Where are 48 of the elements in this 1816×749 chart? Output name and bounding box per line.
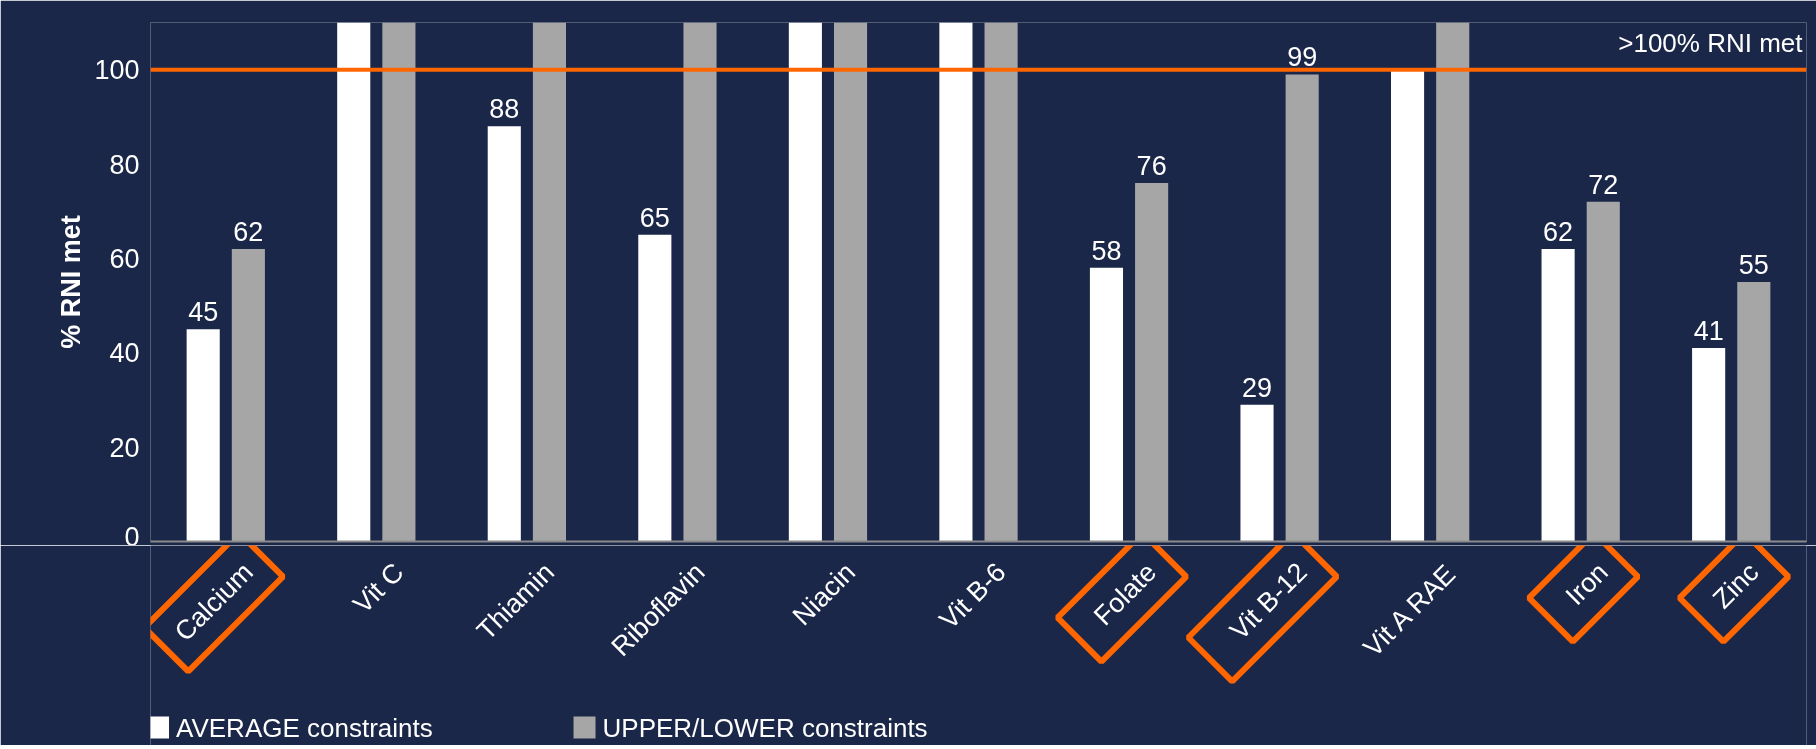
data-label: 65 [639,202,670,233]
data-label: 55 [1738,250,1769,280]
bar [1240,404,1274,542]
ref-line-label: >100% RNI met [1618,27,1804,58]
data-label: 72 [1588,169,1619,200]
bar [1390,69,1425,542]
bar [833,22,868,542]
y-tick-label: 60 [109,243,140,274]
y-tick-label: 80 [109,149,140,180]
x-tick-label: Vit B-6 [933,556,1012,636]
data-label: 99 [1287,42,1318,73]
bar [382,22,416,542]
bar [1586,201,1620,542]
y-axis-title: % RNI met [56,215,87,349]
bar [487,126,521,542]
x-tick-label: Vit C [347,556,410,620]
bar [337,22,371,542]
bar [984,22,1018,542]
bar [638,234,672,542]
bar [1089,267,1124,542]
bar [1692,348,1726,542]
data-label: 62 [233,216,264,247]
bar [939,22,973,542]
y-tick-label: 0 [124,521,140,552]
y-tick-label: 100 [94,55,140,86]
data-label: 41 [1693,316,1724,347]
data-label: 62 [1543,216,1574,247]
bar [1737,282,1771,542]
bar [788,22,822,542]
bar [1436,22,1470,542]
data-label: 45 [188,297,219,328]
data-label: 58 [1091,235,1122,266]
bar [231,248,265,542]
bar [1135,182,1169,542]
bar [683,22,717,542]
bar [532,22,567,542]
legend-label: UPPER/LOWER constraints [602,712,928,743]
data-label: 29 [1241,372,1273,403]
bar [186,329,220,542]
data-label: 88 [489,94,520,125]
bar [1285,74,1319,542]
y-tick-label: 20 [109,432,140,463]
bar [1541,248,1575,542]
x-tick-label: Iron [1559,556,1614,611]
x-tick-label: Zinc [1707,556,1765,615]
legend-label: AVERAGE constraints [176,712,433,743]
data-label: 76 [1136,150,1167,181]
y-tick-label: 40 [109,338,140,369]
